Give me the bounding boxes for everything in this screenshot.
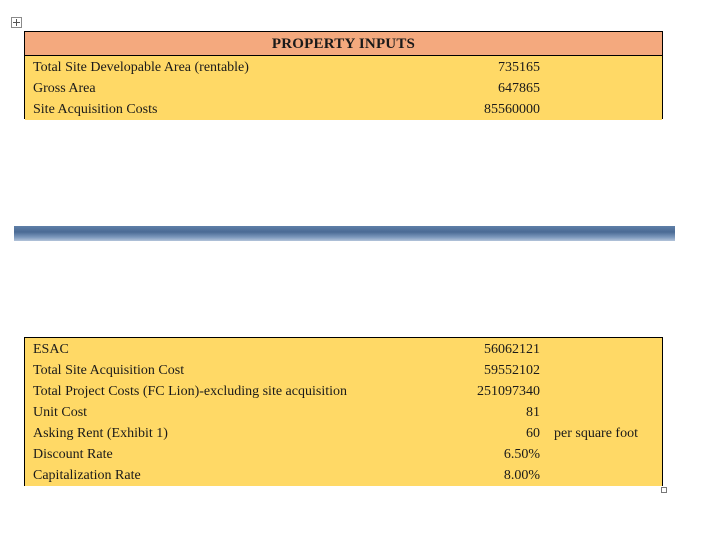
row-label: Gross Area bbox=[33, 81, 96, 96]
table-row: Gross Area 647865 bbox=[25, 78, 662, 99]
property-inputs-body: Total Site Developable Area (rentable) 7… bbox=[25, 56, 662, 120]
row-label: ESAC bbox=[33, 342, 69, 357]
row-value: 81 bbox=[526, 405, 540, 420]
row-value: 735165 bbox=[498, 60, 540, 75]
table-row: Discount Rate 6.50% bbox=[25, 444, 662, 465]
row-label: Total Project Costs (FC Lion)-excluding … bbox=[33, 384, 347, 399]
row-value: 56062121 bbox=[484, 342, 540, 357]
row-value: 85560000 bbox=[484, 102, 540, 117]
section-divider-bar bbox=[14, 226, 675, 241]
table-row: Unit Cost 81 bbox=[25, 402, 662, 423]
row-value: 8.00% bbox=[503, 468, 540, 483]
table-resize-handle-icon[interactable] bbox=[661, 487, 667, 493]
row-value: 251097340 bbox=[477, 384, 540, 399]
row-value: 60 bbox=[526, 426, 540, 441]
row-label: Total Site Acquisition Cost bbox=[33, 363, 185, 378]
table-row: Total Site Developable Area (rentable) 7… bbox=[25, 57, 662, 78]
row-unit-note: per square foot bbox=[554, 426, 638, 441]
property-inputs-table: PROPERTY INPUTS Total Site Developable A… bbox=[24, 31, 663, 120]
table-row: Total Project Costs (FC Lion)-excluding … bbox=[25, 381, 662, 402]
cost-inputs-body: ESAC 56062121 Total Site Acquisition Cos… bbox=[25, 338, 662, 486]
row-label: Asking Rent (Exhibit 1) bbox=[33, 426, 168, 441]
property-inputs-title: PROPERTY INPUTS bbox=[25, 32, 662, 56]
table-row: Site Acquisition Costs 85560000 bbox=[25, 99, 662, 120]
row-label: Site Acquisition Costs bbox=[33, 102, 158, 117]
cost-inputs-table: ESAC 56062121 Total Site Acquisition Cos… bbox=[24, 337, 663, 486]
row-value: 59552102 bbox=[484, 363, 540, 378]
table-row: Asking Rent (Exhibit 1) 60 per square fo… bbox=[25, 423, 662, 444]
row-label: Unit Cost bbox=[33, 405, 88, 420]
table-move-icon[interactable] bbox=[11, 17, 22, 28]
row-label: Discount Rate bbox=[33, 447, 113, 462]
row-label: Capitalization Rate bbox=[33, 468, 141, 483]
table-row: ESAC 56062121 bbox=[25, 339, 662, 360]
table-row: Total Site Acquisition Cost 59552102 bbox=[25, 360, 662, 381]
row-value: 647865 bbox=[498, 81, 540, 96]
row-label: Total Site Developable Area (rentable) bbox=[33, 60, 249, 75]
row-value: 6.50% bbox=[503, 447, 540, 462]
table-row: Capitalization Rate 8.00% bbox=[25, 465, 662, 486]
